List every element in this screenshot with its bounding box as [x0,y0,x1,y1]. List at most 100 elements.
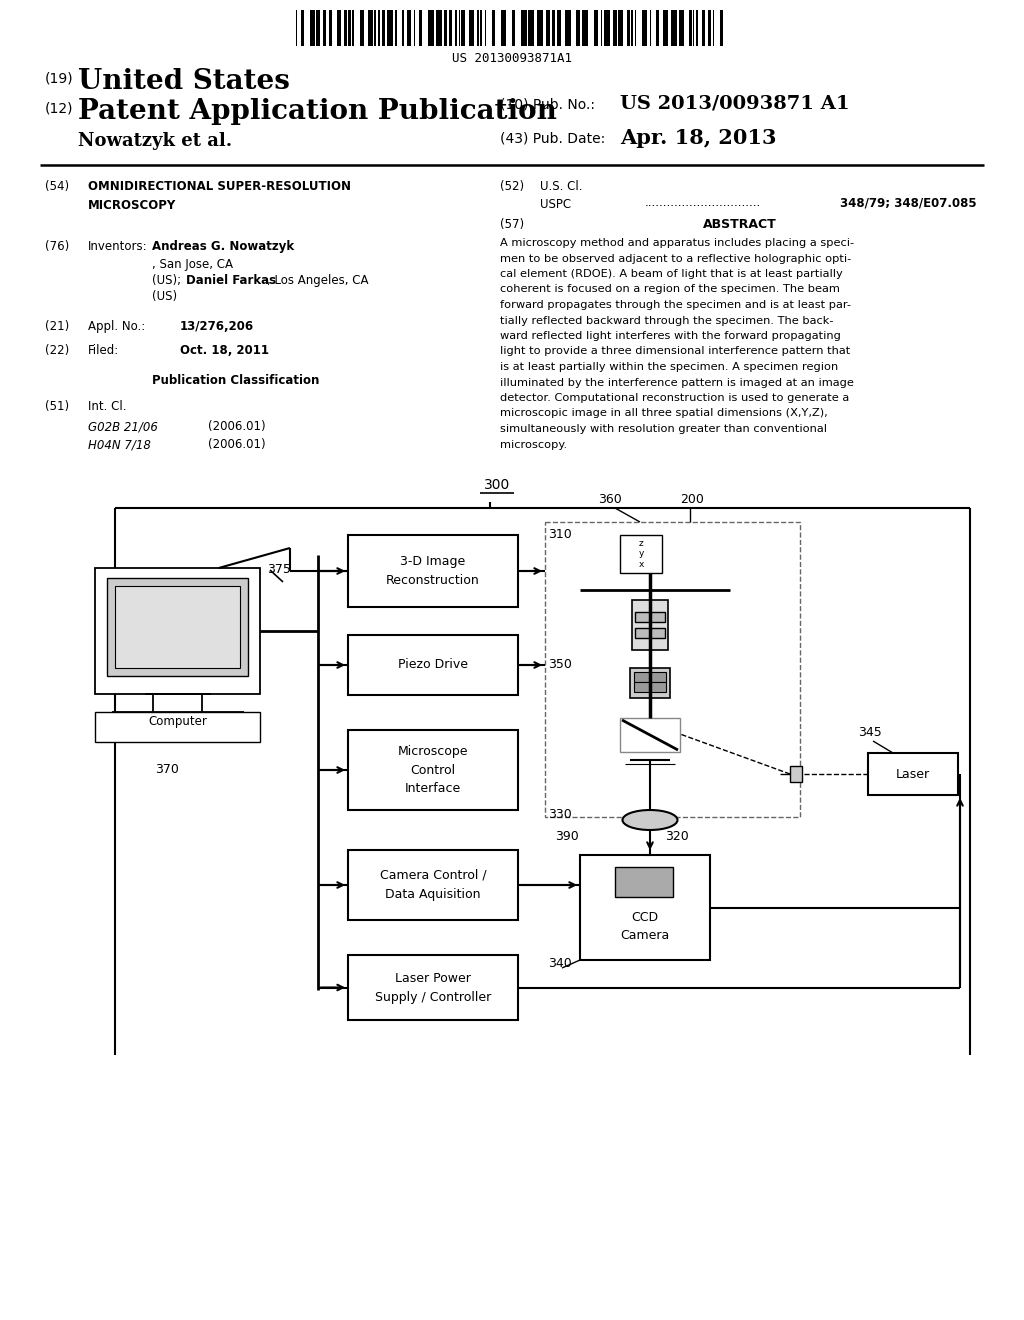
Text: Appl. No.:: Appl. No.: [88,319,145,333]
Text: 345: 345 [858,726,882,739]
Text: 300: 300 [484,478,510,492]
Bar [708,11,711,46]
Bar [296,11,297,46]
Bar [344,11,347,46]
Text: ward reflected light interferes with the forward propagating: ward reflected light interferes with the… [500,331,841,341]
Text: Daniel Farkas: Daniel Farkas [186,275,276,286]
Bar [580,855,710,960]
Bar [594,11,598,46]
Text: (52): (52) [500,180,524,193]
Bar [477,11,479,46]
Bar [450,11,452,46]
Bar [348,11,350,46]
Bar [348,850,518,920]
Text: U.S. Cl.: U.S. Cl. [540,180,583,193]
Text: Camera Control /
Data Aquisition: Camera Control / Data Aquisition [380,869,486,902]
Text: Filed:: Filed: [88,345,119,356]
Text: 310: 310 [548,528,571,541]
Bar [387,11,392,46]
Text: Patent Application Publication: Patent Application Publication [78,98,557,125]
Bar [634,682,666,692]
Text: 13/276,206: 13/276,206 [180,319,254,333]
Bar [337,11,341,46]
Bar [461,11,465,46]
Bar [95,568,260,694]
Text: A microscopy method and apparatus includes placing a speci-: A microscopy method and apparatus includ… [500,238,854,248]
Bar [635,11,636,46]
Text: Publication Classification: Publication Classification [152,374,319,387]
Text: (54): (54) [45,180,70,193]
Bar [115,586,240,668]
Bar [635,612,665,622]
Bar [720,11,723,46]
Text: ABSTRACT: ABSTRACT [703,218,777,231]
Text: (21): (21) [45,319,70,333]
Bar [484,11,485,46]
Bar [428,11,433,46]
Text: Computer: Computer [148,715,207,729]
Text: (76): (76) [45,240,70,253]
Text: Apr. 18, 2013: Apr. 18, 2013 [620,128,776,148]
Text: microscopy.: microscopy. [500,440,567,450]
Text: (2006.01): (2006.01) [208,438,265,451]
Bar [106,578,248,676]
Bar [689,11,691,46]
Bar [601,11,602,46]
Text: (51): (51) [45,400,70,413]
Text: 348/79; 348/E07.085: 348/79; 348/E07.085 [840,195,977,209]
Text: Oct. 18, 2011: Oct. 18, 2011 [180,345,269,356]
Bar [613,11,616,46]
Bar [635,628,665,638]
Text: 370: 370 [155,763,179,776]
Bar [632,601,668,649]
Text: 200: 200 [680,492,703,506]
Text: (2006.01): (2006.01) [208,420,265,433]
Bar [632,11,633,46]
Bar [436,11,441,46]
Bar [664,11,668,46]
Bar [693,11,694,46]
Bar [649,11,650,46]
Bar [671,11,677,46]
Text: detector. Computational reconstruction is used to generate a: detector. Computational reconstruction i… [500,393,849,403]
Bar [459,11,460,46]
Text: Andreas G. Nowatzyk: Andreas G. Nowatzyk [152,240,294,253]
Bar [378,11,380,46]
Text: is at least partially within the specimen. A specimen region: is at least partially within the specime… [500,362,839,372]
Bar [382,11,385,46]
Bar [696,11,698,46]
Bar [501,11,506,46]
Text: 340: 340 [548,957,571,970]
Bar [620,535,662,573]
Text: microscopic image in all three spatial dimensions (X,Y,Z),: microscopic image in all three spatial d… [500,408,827,418]
Bar [512,11,515,46]
Text: (US);: (US); [152,275,185,286]
Bar [790,766,802,781]
Bar [348,535,518,607]
Bar [528,11,534,46]
Text: 320: 320 [665,830,689,843]
Text: 390: 390 [555,830,579,843]
Bar [583,11,588,46]
Bar [95,711,260,742]
Text: , Los Angeles, CA: , Los Angeles, CA [267,275,369,286]
Bar [368,11,374,46]
Text: ...............................: ............................... [645,195,761,209]
Bar [351,11,354,46]
Text: Laser Power
Supply / Controller: Laser Power Supply / Controller [375,972,492,1003]
Bar [575,11,581,46]
Bar [642,11,647,46]
Text: 375: 375 [267,564,291,576]
Text: , San Jose, CA: , San Jose, CA [152,257,233,271]
Text: (19): (19) [45,73,74,86]
Text: (12): (12) [45,102,74,116]
Text: (10) Pub. No.:: (10) Pub. No.: [500,98,595,112]
Bar [359,11,365,46]
Bar [348,635,518,696]
Bar [348,730,518,810]
Text: USPC: USPC [540,198,571,211]
Bar [469,11,474,46]
Text: Laser: Laser [896,767,930,780]
Text: (22): (22) [45,345,70,356]
Bar [329,11,333,46]
